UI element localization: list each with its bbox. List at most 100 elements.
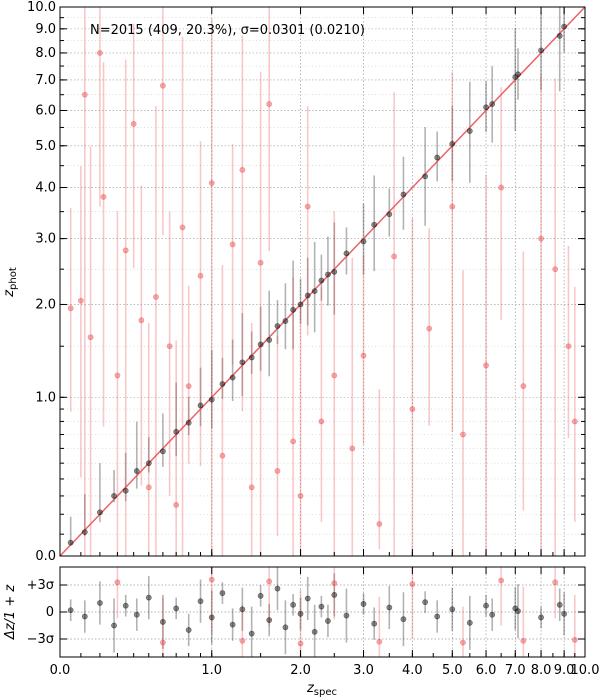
residual-good-point xyxy=(185,627,192,633)
good-point xyxy=(371,221,378,228)
outlier-point xyxy=(208,180,215,186)
residual-good-point xyxy=(434,613,441,620)
residual-good-point xyxy=(422,599,429,605)
good-point xyxy=(422,173,429,180)
good-point xyxy=(145,460,152,467)
residual-good-point xyxy=(239,606,246,613)
y-tick-label: 10.0 xyxy=(27,0,56,15)
residual-good-point xyxy=(360,601,367,607)
residual-y-tick-label: 0 xyxy=(46,605,54,620)
x-tick-label: 9.0 xyxy=(554,663,575,678)
residual-good-point xyxy=(133,611,140,618)
residual-outlier-point xyxy=(331,580,338,587)
x-tick-label: 8.0 xyxy=(531,663,552,678)
residual-good-point xyxy=(81,613,88,620)
outlier-point xyxy=(266,101,273,107)
outlier-point xyxy=(571,418,578,425)
outlier-point xyxy=(376,521,383,527)
outlier-point xyxy=(97,50,103,56)
main-y-tick-labels: 0.0 1.0 2.0 3.0 4.0 5.0 6.0 7.0 8.0 9.0 10.0 xyxy=(27,0,56,564)
good-point xyxy=(311,288,318,295)
good-point xyxy=(386,211,393,218)
good-point xyxy=(229,374,236,381)
outlier-point xyxy=(460,431,466,438)
outlier-point xyxy=(297,493,304,499)
one-to-one-line xyxy=(59,6,586,557)
residual-good-point xyxy=(208,614,215,621)
residual-good-point xyxy=(556,601,563,608)
x-tick-label: 3.0 xyxy=(353,663,374,678)
residual-good-point xyxy=(145,594,152,601)
good-point xyxy=(239,359,246,366)
x-axis-label: zspec xyxy=(306,681,337,698)
good-point xyxy=(97,509,103,516)
good-point xyxy=(160,448,166,455)
residual-good-point xyxy=(331,592,338,598)
residual-good-point xyxy=(67,607,74,614)
residual-good-point xyxy=(311,628,318,635)
residual-outlier-point xyxy=(409,581,416,587)
residual-outlier-point xyxy=(460,639,466,646)
x-tick-label: 10.0 xyxy=(571,663,600,678)
outlier-point xyxy=(349,445,356,452)
outlier-point xyxy=(219,452,226,459)
x-tick-label: 6.0 xyxy=(476,663,497,678)
residual-good-point xyxy=(274,585,281,592)
residual-good-point xyxy=(173,605,180,612)
good-point xyxy=(318,277,325,284)
y-tick-label: 7.0 xyxy=(35,73,56,88)
outlier-point xyxy=(160,82,166,89)
main-panel: 0.0 1.0 2.0 3.0 4.0 5.0 6.0 7.0 8.0 9.0 10.0 N=201… xyxy=(2,0,586,564)
y-tick-label: 3.0 xyxy=(35,232,56,247)
outlier-point xyxy=(331,372,338,379)
residual-ticks xyxy=(59,567,586,657)
residual-good-point xyxy=(538,614,544,621)
good-point xyxy=(489,101,496,107)
residual-outlier-point xyxy=(376,638,383,645)
outlier-point xyxy=(81,91,88,98)
y-tick-label: 4.0 xyxy=(35,181,56,196)
outlier-point xyxy=(449,203,456,210)
residual-good-point xyxy=(111,622,117,629)
residual-good-point xyxy=(290,601,297,608)
residual-good-point xyxy=(515,608,521,614)
outlier-point xyxy=(87,334,94,341)
stats-annotation: N=2015 (409, 20.3%), σ=0.0301 (0.0210) xyxy=(90,23,365,38)
outlier-point xyxy=(138,317,145,324)
x-tick-label: 5.0 xyxy=(442,663,463,678)
residual-good-point xyxy=(248,630,255,637)
good-point xyxy=(282,318,289,324)
good-point xyxy=(248,354,255,361)
y-tick-label: 5.0 xyxy=(35,139,56,154)
residual-good-point xyxy=(197,598,204,605)
good-point xyxy=(133,468,140,474)
residual-outlier-point xyxy=(498,577,505,584)
outlier-point xyxy=(426,325,433,332)
outlier-point xyxy=(318,418,325,425)
good-point xyxy=(122,487,129,494)
residual-good-point xyxy=(266,617,273,623)
good-point xyxy=(197,402,204,409)
outlier-point xyxy=(185,383,192,390)
residual-y-axis-label: Δz/1 + z xyxy=(3,584,18,641)
good-point xyxy=(561,23,568,30)
y-tick-label: 8.0 xyxy=(35,46,56,61)
residual-outlier-point xyxy=(520,637,527,644)
outlier-point xyxy=(153,294,159,300)
residual-good-point xyxy=(122,602,129,609)
good-point xyxy=(208,396,215,403)
residual-outlier-point xyxy=(266,578,273,585)
residual-good-point xyxy=(386,604,393,611)
main-ticks xyxy=(59,6,586,557)
good-point xyxy=(173,428,180,435)
residual-good-point xyxy=(400,616,407,623)
outlier-point xyxy=(290,438,297,445)
residual-good-point xyxy=(97,600,103,606)
main-axes-frame xyxy=(59,6,586,557)
residual-outlier-point xyxy=(114,579,121,586)
good-point xyxy=(111,493,117,499)
good-point xyxy=(185,419,192,426)
y-tick-label: 0.0 xyxy=(35,549,56,564)
residual-y-tick-label: +3σ xyxy=(27,578,54,593)
